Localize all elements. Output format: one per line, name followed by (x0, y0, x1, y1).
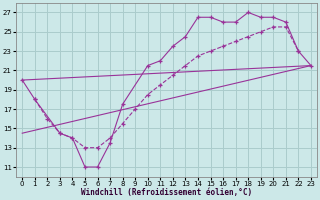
X-axis label: Windchill (Refroidissement éolien,°C): Windchill (Refroidissement éolien,°C) (81, 188, 252, 197)
